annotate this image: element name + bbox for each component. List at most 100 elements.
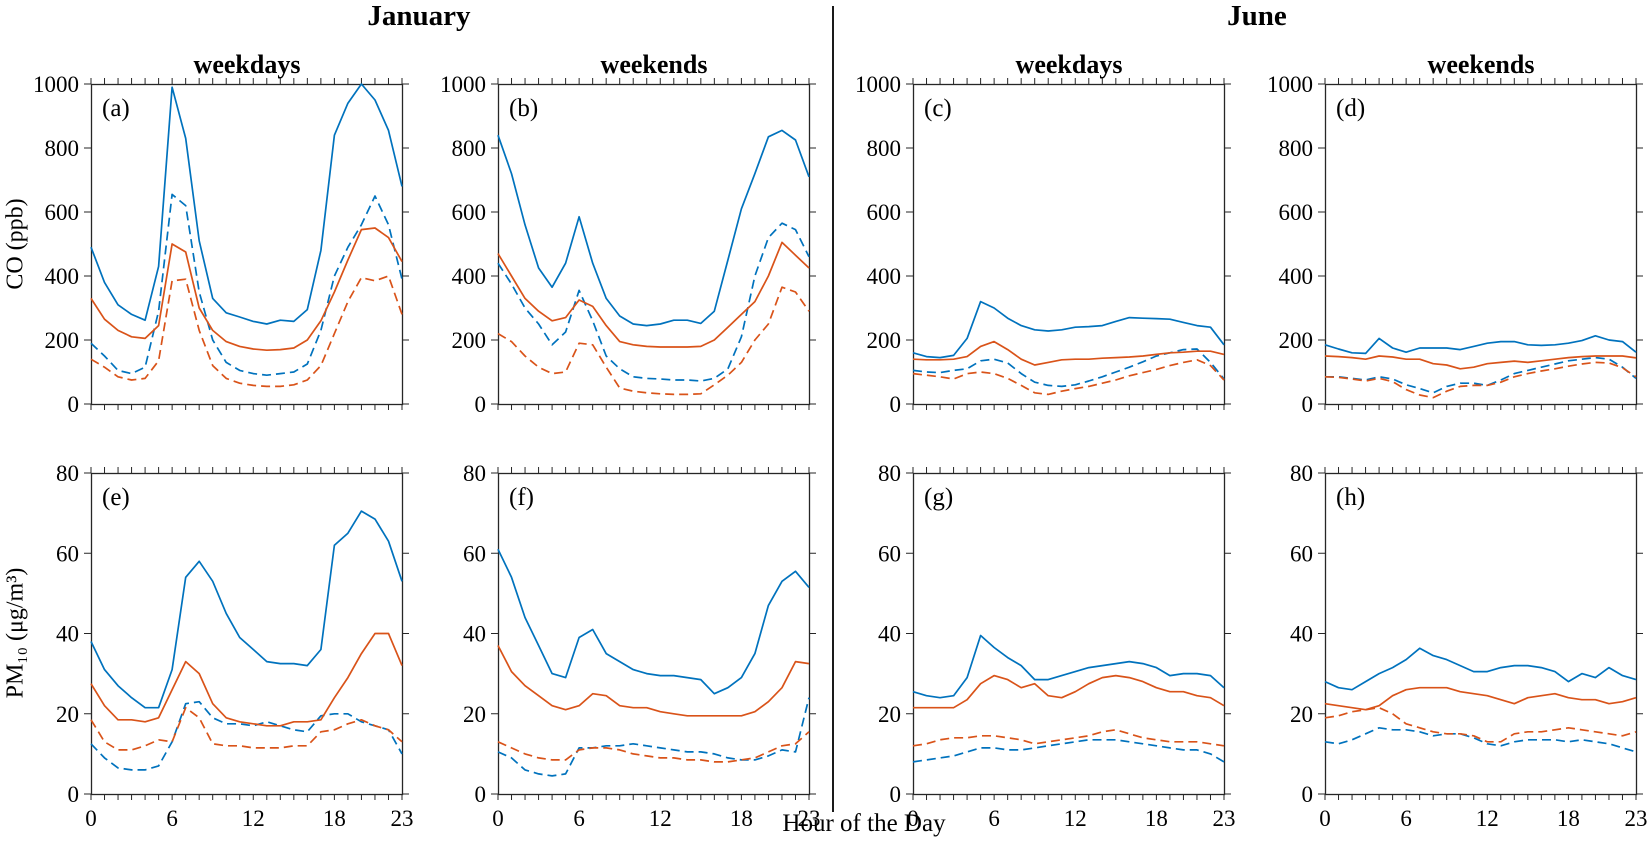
panel-a-frame [90,83,404,406]
y-tick-label: 40 [878,622,901,647]
y-tick-label: 20 [1290,702,1313,727]
series-line-c-blue-solid [912,300,1225,359]
y-tick-label: 600 [867,200,902,225]
y-tick-label: 400 [45,264,80,289]
panel-letter-c: (c) [924,95,952,122]
panel-b-frame [497,83,811,406]
x-tick-label: 18 [730,806,753,831]
panel-b-x-ticks [497,78,810,410]
panel-letter-f: (f) [509,484,534,511]
panel-h-x-ticks [1324,467,1637,800]
y-tick-label: 60 [56,541,79,566]
y-tick-label: 200 [452,328,487,353]
column-title-june-weekends: weekends [1427,50,1535,79]
panel-g-x-ticks [912,467,1225,800]
x-tick-label: 6 [573,806,585,831]
column-title-january-weekdays: weekdays [193,50,301,79]
month-title-june: June [1227,0,1287,32]
series-line-g-orange-dashed [912,728,1225,747]
series-line-f-blue-solid [497,548,810,695]
x-tick-label: 6 [988,806,1000,831]
panel-letter-h: (h) [1336,484,1365,511]
panel-e-y-tick-labels: 0 20 40 60 80 [56,461,79,807]
series-line-a-orange-solid [90,227,403,352]
x-tick-label: 0 [85,806,97,831]
panel-b-y-ticks [491,83,816,405]
y-tick-label: 200 [45,328,80,353]
y-tick-label: 40 [463,622,486,647]
panel-letter-g: (g) [924,484,953,511]
x-tick-label: 0 [1319,806,1331,831]
series-line-a-blue-solid [90,83,403,325]
series-line-g-blue-dashed [912,738,1225,763]
y-tick-label: 800 [45,136,80,161]
y-tick-label: 60 [463,541,486,566]
panel-h-x-tick-labels: 0 6 12 18 23 [1319,806,1647,831]
x-tick-label: 6 [166,806,178,831]
panel-h-y-tick-labels: 0 20 40 60 80 [1290,461,1313,807]
panel-e-x-tick-labels: 0 6 12 18 23 [85,806,413,831]
x-tick-label: 6 [1400,806,1412,831]
y-tick-label: 200 [1279,328,1314,353]
y-tick-label: 20 [56,702,79,727]
series-line-e-blue-solid [90,510,403,709]
y-tick-label: 0 [890,782,902,807]
y-tick-label: 400 [867,264,902,289]
panel-g: 0 20 40 60 80 0 6 12 18 23 (g) [878,461,1236,831]
panel-a-y-ticks [84,83,409,405]
column-title-june-weekdays: weekdays [1015,50,1123,79]
y-tick-label: 0 [68,392,80,417]
series-line-c-blue-dashed [912,348,1225,388]
panel-a-x-ticks [90,78,403,410]
panel-letter-d: (d) [1336,95,1365,122]
panel-a: 0 200 400 600 800 1000 (a) [33,72,409,417]
series-line-h-orange-solid [1324,686,1637,711]
y-tick-label: 1000 [855,72,901,97]
panel-c-y-tick-labels: 0 200 400 600 800 1000 [855,72,901,417]
x-tick-label: 0 [907,806,919,831]
x-tick-label: 18 [1145,806,1168,831]
y-tick-label: 1000 [1267,72,1313,97]
x-tick-label: 18 [323,806,346,831]
panel-d-y-tick-labels: 0 200 400 600 800 1000 [1267,72,1313,417]
panel-c-y-ticks [906,83,1231,405]
panel-e: 0 20 40 60 80 0 6 12 18 23 (e) [56,461,414,831]
panel-d-y-ticks [1318,83,1643,405]
y-tick-label: 800 [867,136,902,161]
series-line-d-blue-solid [1324,334,1637,355]
x-tick-label: 12 [1476,806,1499,831]
series-line-c-orange-dashed [912,358,1225,396]
month-divider-line [832,6,834,812]
panel-f: 0 20 40 60 80 0 6 12 18 23 (f) [463,461,821,831]
y-tick-label: 40 [1290,622,1313,647]
panel-f-x-ticks [497,467,810,800]
y-tick-label: 80 [878,461,901,486]
series-line-f-orange-solid [497,645,810,717]
panel-e-x-ticks [90,467,403,800]
series-line-e-orange-solid [90,632,403,727]
x-tick-label: 23 [391,806,414,831]
x-tick-label: 23 [1625,806,1648,831]
panel-g-x-tick-labels: 0 6 12 18 23 [907,806,1235,831]
series-line-a-blue-dashed [90,193,403,377]
panel-f-frame [497,472,811,796]
series-line-f-orange-dashed [497,731,810,763]
y-tick-label: 800 [1279,136,1314,161]
x-tick-label: 23 [1213,806,1236,831]
series-line-b-orange-solid [497,241,810,348]
y-tick-label: 20 [463,702,486,727]
series-line-c-orange-solid [912,340,1225,366]
y-tick-label: 80 [56,461,79,486]
panel-f-x-tick-labels: 0 6 12 18 23 [492,806,820,831]
panel-h-y-ticks [1318,472,1643,795]
panel-c: 0 200 400 600 800 1000 (c) [855,72,1231,417]
panel-letter-a: (a) [102,95,130,122]
panel-h: 0 20 40 60 80 0 6 12 18 23 (h) [1290,461,1648,831]
panel-g-y-ticks [906,472,1231,795]
x-tick-label: 12 [1064,806,1087,831]
panel-a-y-tick-labels: 0 200 400 600 800 1000 [33,72,79,417]
panel-d: 0 200 400 600 800 1000 (d) [1267,72,1643,417]
x-axis-label: Hour of the Day [782,810,946,837]
